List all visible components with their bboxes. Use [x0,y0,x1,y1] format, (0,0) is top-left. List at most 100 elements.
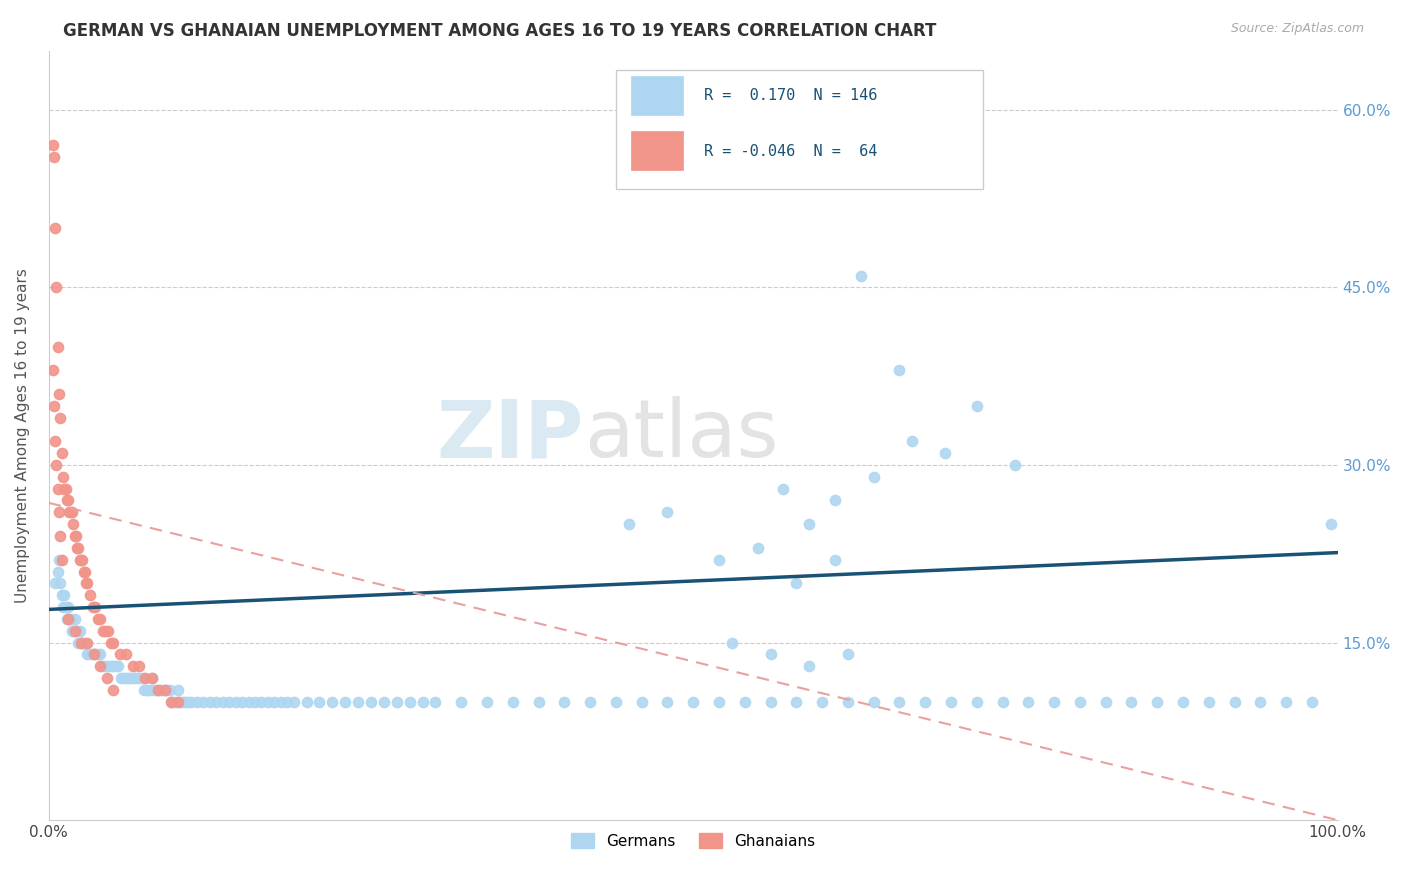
Point [295,695,318,709]
Point [263,695,285,709]
Point [772,482,794,496]
Point [52,600,75,615]
Point [120,671,142,685]
Point [87,612,110,626]
Point [1017,695,1039,709]
Point [42,399,65,413]
Point [55,482,77,496]
Point [862,695,884,709]
Point [141,671,163,685]
Point [321,695,343,709]
Point [83,648,105,662]
Point [76,576,98,591]
Point [811,695,834,709]
Point [966,399,988,413]
Point [58,505,80,519]
Point [100,659,122,673]
Point [49,576,72,591]
Point [1121,695,1143,709]
Text: Source: ZipAtlas.com: Source: ZipAtlas.com [1230,22,1364,36]
Point [72,635,94,649]
Point [51,588,73,602]
Point [76,648,98,662]
Point [527,695,550,709]
Point [889,695,911,709]
Point [205,695,228,709]
Point [91,624,114,638]
Point [48,552,70,566]
Point [44,434,66,449]
Point [759,695,782,709]
Point [128,671,150,685]
Point [56,493,79,508]
Point [146,682,169,697]
Point [889,363,911,377]
Point [46,340,69,354]
Point [62,517,84,532]
Point [51,446,73,460]
Point [398,695,420,709]
Point [707,552,730,566]
Point [91,659,114,673]
Point [134,671,156,685]
Point [1249,695,1271,709]
Point [283,695,305,709]
Point [59,505,82,519]
Point [617,517,640,532]
Point [605,695,627,709]
Point [141,671,163,685]
Point [553,695,575,709]
Point [58,612,80,626]
Point [121,659,143,673]
Point [165,695,187,709]
Point [72,635,94,649]
Point [48,505,70,519]
Point [56,612,79,626]
Point [837,695,859,709]
Point [149,682,172,697]
Point [657,695,679,709]
Point [1146,695,1168,709]
Point [82,600,104,615]
Point [412,695,434,709]
Point [721,635,744,649]
Point [862,470,884,484]
Point [966,695,988,709]
Point [160,695,183,709]
Point [97,624,120,638]
Text: R =  0.170  N = 146: R = 0.170 N = 146 [703,87,877,103]
Point [747,541,769,555]
Point [82,648,104,662]
Bar [631,76,683,114]
Point [63,529,86,543]
Point [707,695,730,709]
Point [150,682,173,697]
Point [270,695,292,709]
Point [934,446,956,460]
Point [108,648,131,662]
Point [225,695,247,709]
Point [104,659,127,673]
Point [63,612,86,626]
Point [110,671,132,685]
Text: R = -0.046  N =  64: R = -0.046 N = 64 [703,144,877,159]
Point [59,612,82,626]
Point [373,695,395,709]
Point [257,695,280,709]
Point [84,600,107,615]
Point [75,576,97,591]
Point [799,517,821,532]
Point [67,635,90,649]
Point [44,221,66,235]
Point [425,695,447,709]
Point [131,671,153,685]
Point [125,671,148,685]
Point [76,635,98,649]
Point [1320,517,1343,532]
Point [799,659,821,673]
Point [238,695,260,709]
Point [107,659,129,673]
Point [62,624,84,638]
Point [44,576,66,591]
Point [1004,458,1026,472]
